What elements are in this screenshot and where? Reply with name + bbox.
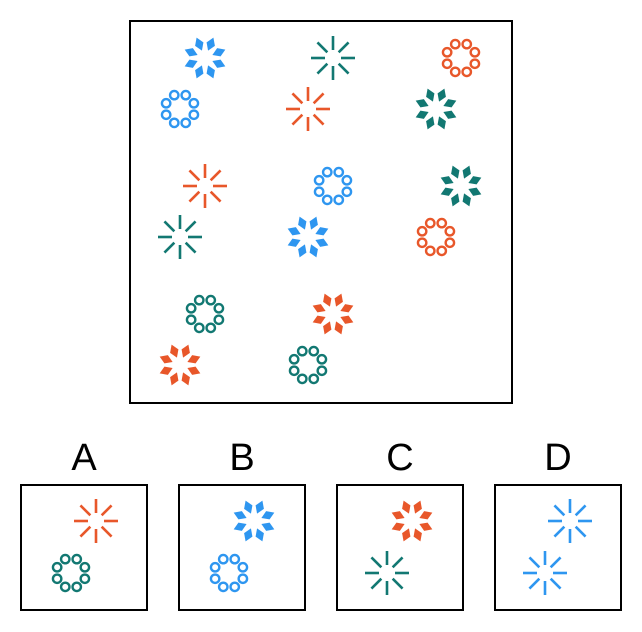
burst-icon (311, 36, 355, 80)
ring-icon (185, 294, 225, 334)
diamonds-icon (159, 344, 201, 386)
diamonds-icon (440, 165, 482, 207)
option-frame[interactable] (178, 484, 306, 611)
ring-icon (313, 166, 353, 206)
option-a[interactable]: A (20, 437, 148, 611)
ring-icon (441, 38, 481, 78)
option-b[interactable]: B (178, 437, 306, 611)
option-d[interactable]: D (494, 437, 622, 611)
matrix-cell (416, 165, 482, 257)
ring-icon (209, 553, 249, 593)
matrix-cell (288, 293, 354, 385)
burst-icon (74, 499, 118, 543)
burst-icon (158, 215, 202, 259)
option-label: A (71, 437, 97, 479)
ring-icon (160, 89, 200, 129)
answer-options: A B C D (20, 437, 622, 611)
burst-icon (183, 164, 227, 208)
diamonds-icon (312, 293, 354, 335)
diamonds-icon (287, 216, 329, 258)
ring-icon (288, 345, 328, 385)
matrix-cell (287, 166, 353, 258)
matrix-cell (286, 36, 355, 131)
burst-icon (286, 87, 330, 131)
puzzle-matrix (129, 20, 513, 404)
burst-icon (365, 551, 409, 595)
option-label: C (386, 437, 413, 479)
matrix-cell (160, 37, 226, 129)
matrix-cells (158, 36, 482, 386)
option-label: B (229, 437, 254, 479)
diamonds-icon (415, 88, 457, 130)
burst-icon (548, 499, 592, 543)
diamonds-icon (184, 37, 226, 79)
diamonds-icon (233, 500, 275, 542)
option-frame[interactable] (336, 484, 464, 611)
option-label: D (544, 437, 571, 479)
burst-icon (523, 551, 567, 595)
diamonds-icon (391, 500, 433, 542)
option-c[interactable]: C (336, 437, 464, 611)
option-frame[interactable] (20, 484, 148, 611)
option-frame[interactable] (494, 484, 622, 611)
matrix-cell (159, 294, 225, 386)
matrix-frame (129, 20, 513, 404)
ring-icon (51, 553, 91, 593)
ring-icon (416, 217, 456, 257)
matrix-cell (158, 164, 227, 259)
matrix-cell (415, 38, 481, 130)
